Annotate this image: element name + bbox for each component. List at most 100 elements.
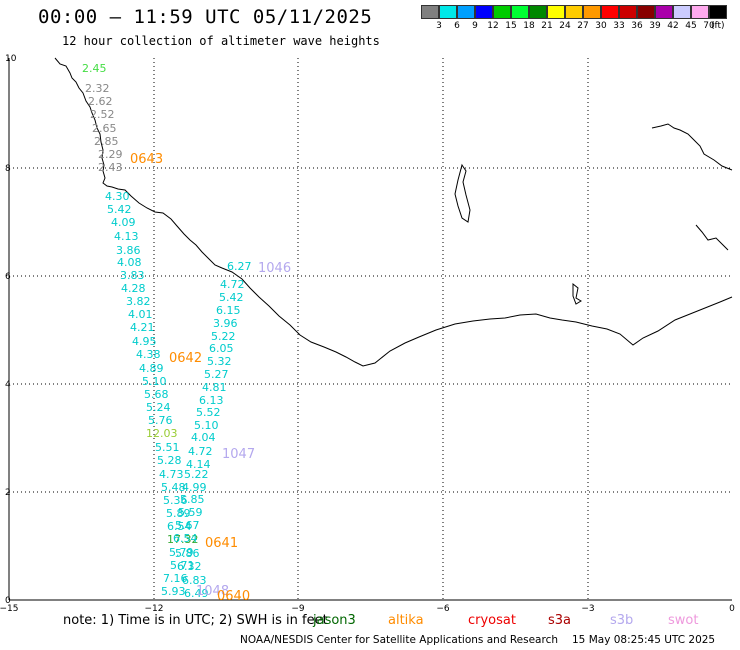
wave-height-label: 6.77 [0, 0, 25, 3]
wave-height-label: 4.28 [121, 282, 146, 295]
footer-timestamp: 15 May 08:25:45 UTC 2025 [572, 634, 716, 646]
wave-height-label: 5.32 [207, 355, 232, 368]
legend-swatch [529, 5, 547, 19]
wave-height-label: 5.52 [196, 406, 221, 419]
legend-label: 42 [667, 21, 679, 31]
legend-label: 36 [631, 21, 643, 31]
wave-height-label: 5.67 [175, 519, 200, 532]
wave-height-label: 5.71 [170, 559, 195, 572]
wave-height-legend: 3 6 9 12 15 18 21 24 27 30 33 36 39 42 45 70 [421, 5, 727, 33]
axis-tick-labels: −15 −12 −9 −6 −3 0 0 2 4 6 8 10 [0, 54, 735, 614]
wave-height-label: 5.51 [155, 441, 180, 454]
legend-label: 33 [613, 21, 625, 31]
wave-height-label: 4.99 [182, 481, 207, 494]
wave-height-label: 3.83 [120, 269, 145, 282]
wave-height-label: 6.27 [227, 260, 252, 273]
x-tick-label: −9 [291, 604, 305, 614]
map-subtitle: 12 hour collection of altimeter wave hei… [62, 34, 380, 48]
coastline [54, 57, 733, 367]
y-tick-label: 8 [5, 164, 11, 174]
legend-swatch [565, 5, 583, 19]
wave-height-label: 5.93 [161, 585, 186, 598]
legend-swatch [421, 5, 439, 19]
wave-height-label: 2.65 [92, 122, 117, 135]
legend-label: 30 [595, 21, 607, 31]
wave-height-label: 4.01 [128, 308, 153, 321]
x-tick-label: −15 [0, 604, 19, 614]
satellite-legend-item: swot [668, 613, 699, 628]
legend-labels: 3 6 9 12 15 18 21 24 27 30 33 36 39 42 45 70 [421, 19, 727, 33]
footer: NOAA/NESDIS Center for Satellite Applica… [240, 634, 715, 646]
pass-time-label: 0640 [217, 589, 250, 604]
wave-height-label: 6.54 [173, 532, 198, 545]
pass-time-label: 0642 [169, 351, 202, 366]
pass-time-label: 0641 [205, 536, 238, 551]
wave-height-label: 5.42 [107, 203, 132, 216]
wave-height-label: 5.68 [144, 388, 169, 401]
lat-lon-grid [9, 58, 732, 600]
wave-height-label: 5.27 [204, 368, 229, 381]
wave-height-label: 2.29 [98, 148, 123, 161]
x-tick-label: −3 [581, 604, 594, 614]
legend-swatch [601, 5, 619, 19]
satellite-legend-item: cryosat [468, 613, 516, 628]
wave-height-label: 5.85 [180, 493, 205, 506]
wave-height-label: 4.38 [136, 348, 161, 361]
wave-height-label: 6.13 [199, 394, 224, 407]
wave-height-label: 5.59 [178, 506, 203, 519]
wave-height-label: 3.86 [116, 244, 141, 257]
inland-lake-outline [454, 163, 471, 223]
wave-height-label: 6.83 [182, 574, 207, 587]
wave-height-label: 5.76 [148, 414, 173, 427]
pass-time-label: 1046 [258, 261, 291, 276]
wave-height-label: 4.89 [139, 362, 164, 375]
wave-height-values: 2.452.322.622.522.652.852.292.434.305.42… [0, 0, 252, 600]
legend-swatch [673, 5, 691, 19]
pass-time-label: 1048 [196, 584, 229, 599]
wave-height-label: 5.24 [146, 401, 171, 414]
footer-org: NOAA/NESDIS Center for Satellite Applica… [240, 634, 558, 646]
legend-swatch [547, 5, 565, 19]
wave-height-label: 5.42 [219, 291, 244, 304]
x-tick-label: −12 [145, 604, 164, 614]
wave-height-label: 4.13 [114, 230, 139, 243]
y-tick-label: 6 [5, 272, 11, 282]
legend-swatch [583, 5, 601, 19]
legend-label: 12 [487, 21, 499, 31]
west-africa-coastline [54, 57, 733, 367]
satellite-legend-item: jason3 [313, 613, 356, 628]
legend-swatch [619, 5, 637, 19]
legend-label: 15 [505, 21, 517, 31]
wave-height-label: 5.10 [194, 419, 219, 432]
wave-height-label: 2.45 [82, 62, 107, 75]
wave-height-label: 5.79 [169, 546, 194, 559]
wave-height-label: 4.95 [132, 335, 157, 348]
legend-label: 9 [472, 21, 478, 31]
legend-swatches [421, 5, 727, 19]
eastern-river-outline [695, 224, 729, 251]
wave-height-label: 4.72 [220, 278, 245, 291]
legend-label: 24 [559, 21, 571, 31]
wave-height-label: 2.32 [85, 82, 110, 95]
wave-height-label: 5.22 [184, 468, 209, 481]
satellite-legend-item: altika [388, 613, 424, 628]
wave-height-label: 5.22 [211, 330, 236, 343]
wave-height-label: 4.73 [159, 468, 184, 481]
wave-height-label: 4.21 [130, 321, 155, 334]
wave-height-label: 6.54 [167, 520, 192, 533]
wave-height-label: 4.72 [188, 445, 213, 458]
legend-label: 27 [577, 21, 589, 31]
wave-height-label: 2.43 [98, 161, 123, 174]
wave-height-label: 5.89 [166, 507, 191, 520]
wave-height-label: 3.82 [126, 295, 151, 308]
wave-height-label: 4.09 [111, 216, 136, 229]
footnote: note: 1) Time is in UTC; 2) SWH is in fe… [63, 613, 328, 628]
wave-height-label: 6.49 [184, 587, 209, 600]
wave-height-label: 7.16 [163, 572, 188, 585]
legend-swatch [511, 5, 529, 19]
x-tick-label: 0 [729, 604, 735, 614]
wave-height-label: 12.03 [146, 427, 178, 440]
map-title: 00:00 – 11:59 UTC 05/11/2025 [38, 6, 373, 28]
